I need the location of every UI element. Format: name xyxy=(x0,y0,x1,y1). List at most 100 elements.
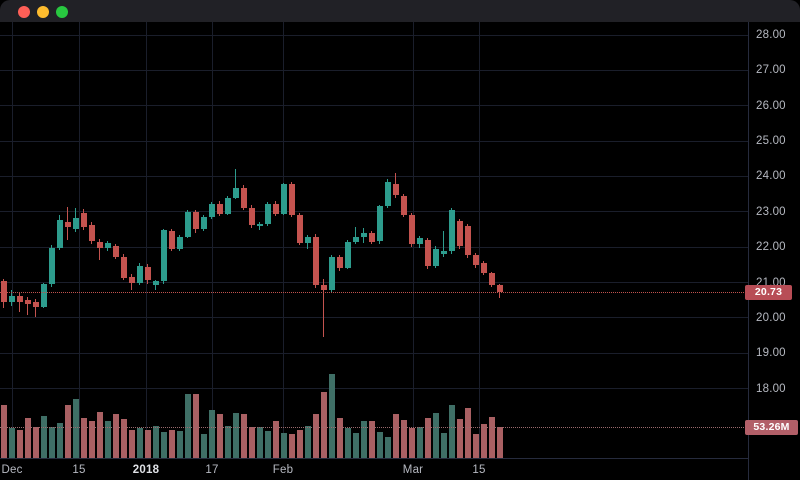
candle-body xyxy=(273,204,279,214)
candle-body xyxy=(337,257,343,268)
x-tick-label: Feb xyxy=(272,464,294,476)
volume-bar xyxy=(145,429,151,458)
h-gridline xyxy=(0,352,748,354)
candle-body xyxy=(305,237,311,243)
candle-body xyxy=(81,212,87,227)
volume-bar xyxy=(161,431,167,458)
volume-bar xyxy=(169,430,175,458)
minimize-button[interactable] xyxy=(37,6,49,18)
candle-body xyxy=(249,207,255,226)
candle-body xyxy=(369,233,375,242)
volume-bar xyxy=(25,417,31,458)
candle-wick xyxy=(35,299,36,318)
v-gridline xyxy=(283,22,284,458)
candle-body xyxy=(169,231,175,249)
last-volume-badge: 53.26M xyxy=(745,419,798,435)
time-axis[interactable] xyxy=(0,458,748,480)
candle-body xyxy=(41,284,47,307)
candle-body xyxy=(49,247,55,285)
v-gridline xyxy=(12,22,13,458)
candle-body xyxy=(465,225,471,255)
candle-wick xyxy=(259,221,260,231)
candle-body xyxy=(241,188,247,208)
candle-wick xyxy=(235,168,236,200)
volume-bar xyxy=(393,413,399,458)
candle-body xyxy=(209,204,215,218)
candle-body xyxy=(497,285,503,293)
v-gridline xyxy=(146,22,147,458)
volume-bar xyxy=(433,413,439,458)
candle-body xyxy=(161,230,167,282)
x-tick-label: 17 xyxy=(205,464,219,476)
x-tick-label: Dec xyxy=(1,464,23,476)
candle-body xyxy=(441,251,447,255)
y-tick-label: 25.00 xyxy=(756,135,786,148)
candle-body xyxy=(281,184,287,214)
volume-bar xyxy=(329,373,335,458)
volume-bar xyxy=(105,421,111,458)
candle-wick xyxy=(99,239,100,260)
price-axis[interactable] xyxy=(748,22,800,458)
candle-body xyxy=(393,183,399,195)
volume-bar xyxy=(225,425,231,458)
candle-body xyxy=(193,211,199,230)
chart-pane[interactable] xyxy=(0,22,748,458)
price-axis-separator xyxy=(748,22,749,480)
volume-bar xyxy=(473,434,479,458)
volume-bar xyxy=(153,425,159,458)
volume-bar xyxy=(305,425,311,458)
window-titlebar[interactable] xyxy=(0,0,800,22)
volume-bar xyxy=(441,433,447,458)
volume-bar xyxy=(9,428,15,458)
candle-body xyxy=(401,196,407,215)
candle-body xyxy=(73,217,79,230)
candle-body xyxy=(113,246,119,258)
volume-bar xyxy=(97,412,103,458)
candle-wick xyxy=(19,293,20,312)
v-gridline xyxy=(479,22,480,458)
x-tick-label: 15 xyxy=(72,464,86,476)
candle-body xyxy=(289,184,295,215)
h-gridline xyxy=(0,175,748,177)
volume-bar xyxy=(353,433,359,458)
candle-body xyxy=(489,273,495,285)
candle-wick xyxy=(27,297,28,316)
h-gridline xyxy=(0,211,748,213)
y-tick-label: 27.00 xyxy=(756,64,786,77)
candle-body xyxy=(457,220,463,247)
volume-bar xyxy=(385,437,391,458)
volume-bar xyxy=(129,429,135,458)
candle-body xyxy=(201,217,207,230)
candle-wick xyxy=(355,226,356,245)
candle-body xyxy=(9,295,15,302)
candle-body xyxy=(89,225,95,242)
candle-body xyxy=(17,295,23,302)
h-gridline xyxy=(0,246,748,248)
h-gridline xyxy=(0,34,748,36)
h-gridline xyxy=(0,317,748,319)
y-tick-label: 23.00 xyxy=(756,205,786,218)
v-gridline xyxy=(79,22,80,458)
candle-body xyxy=(313,236,319,286)
zoom-button[interactable] xyxy=(56,6,68,18)
volume-bar xyxy=(65,404,71,458)
volume-bar xyxy=(177,431,183,458)
volume-bar xyxy=(457,418,463,458)
volume-bar xyxy=(89,420,95,458)
candle-body xyxy=(25,300,31,305)
candle-body xyxy=(137,265,143,284)
candle-body xyxy=(97,241,103,249)
volume-bar xyxy=(481,423,487,458)
close-button[interactable] xyxy=(18,6,30,18)
y-tick-label: 28.00 xyxy=(756,29,786,41)
volume-bar xyxy=(1,404,7,458)
volume-bar xyxy=(425,417,431,458)
volume-bar xyxy=(401,419,407,458)
volume-bar xyxy=(377,431,383,458)
candle-body xyxy=(297,214,303,243)
volume-bar xyxy=(369,420,375,458)
time-axis-separator xyxy=(0,458,748,459)
candle-body xyxy=(321,285,327,290)
volume-bar xyxy=(345,428,351,458)
